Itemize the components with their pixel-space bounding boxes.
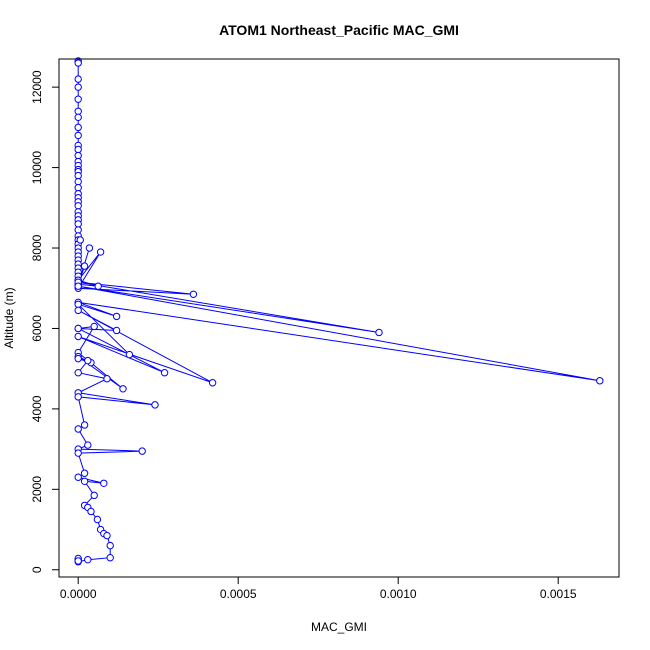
data-point	[74, 226, 82, 234]
data-point	[74, 393, 82, 401]
data-point	[74, 177, 82, 186]
data-point	[80, 469, 89, 477]
data-point	[138, 447, 146, 455]
data-point	[74, 324, 82, 333]
data-point	[85, 244, 94, 252]
data-point	[74, 282, 82, 290]
x-axis: 0.0000 0.0005 0.0010 0.0015	[60, 577, 577, 601]
y-tick-label: 12000	[30, 70, 44, 104]
data-point	[90, 322, 98, 331]
y-tick-label: 8000	[30, 234, 44, 261]
data-point	[74, 151, 82, 160]
y-tick-label: 2000	[30, 476, 44, 503]
data-point	[90, 491, 98, 500]
data-point	[112, 326, 121, 335]
data-point	[84, 356, 92, 365]
data-point	[74, 425, 82, 433]
data-point	[100, 479, 108, 487]
x-tick-label: 0.0015	[540, 587, 577, 601]
data-point	[74, 145, 82, 154]
data-point	[80, 421, 89, 429]
data-point	[74, 113, 82, 122]
x-axis-label: MAC_GMI	[311, 620, 367, 634]
plot-area	[74, 57, 604, 566]
data-point	[74, 95, 82, 103]
data-point	[87, 507, 95, 516]
plot-frame	[58, 58, 620, 578]
data-point	[74, 300, 82, 309]
data-point	[76, 236, 84, 244]
data-point	[74, 184, 82, 192]
series-line	[76, 61, 600, 563]
data-point	[125, 350, 134, 359]
data-point	[74, 369, 82, 377]
y-tick-label: 10000	[30, 151, 44, 185]
data-point	[189, 290, 198, 298]
y-axis: 0 2000 4000 6000 8000 10000 12000	[30, 70, 60, 573]
data-point	[74, 220, 82, 228]
chart-title: ATOM1 Northeast_Pacific MAC_GMI	[219, 22, 459, 38]
data-point	[74, 123, 82, 132]
data-point	[74, 449, 82, 457]
data-point	[74, 107, 82, 115]
data-point	[94, 282, 102, 290]
data-point	[74, 354, 82, 363]
data-point	[160, 369, 169, 377]
data-point	[103, 375, 111, 383]
data-point	[84, 556, 92, 564]
data-point	[151, 401, 159, 409]
x-tick-label: 0.0010	[380, 587, 417, 601]
data-point	[80, 477, 89, 485]
y-tick-label: 4000	[30, 395, 44, 422]
data-point	[596, 377, 604, 385]
data-point	[74, 83, 82, 91]
data-point	[106, 554, 114, 562]
data-point	[74, 306, 82, 315]
data-point	[74, 59, 82, 67]
data-point	[208, 379, 217, 387]
data-point	[84, 441, 92, 449]
data-point	[80, 262, 89, 270]
y-axis-label: Altitude (m)	[2, 287, 16, 348]
x-tick-label: 0.0000	[60, 587, 97, 601]
data-point	[96, 248, 105, 256]
x-tick-label: 0.0005	[220, 587, 257, 601]
data-point	[375, 328, 383, 337]
data-point	[119, 385, 127, 393]
data-point	[93, 515, 102, 524]
data-point	[74, 332, 82, 341]
data-point	[74, 557, 82, 565]
y-tick-label: 0	[30, 566, 44, 573]
data-point	[74, 75, 82, 83]
y-tick-label: 6000	[30, 315, 44, 342]
data-point	[74, 473, 82, 481]
data-point	[106, 541, 114, 550]
data-point	[112, 312, 121, 321]
data-point	[74, 202, 82, 210]
data-point	[74, 131, 82, 140]
data-point	[74, 171, 82, 180]
data-point	[103, 531, 111, 540]
